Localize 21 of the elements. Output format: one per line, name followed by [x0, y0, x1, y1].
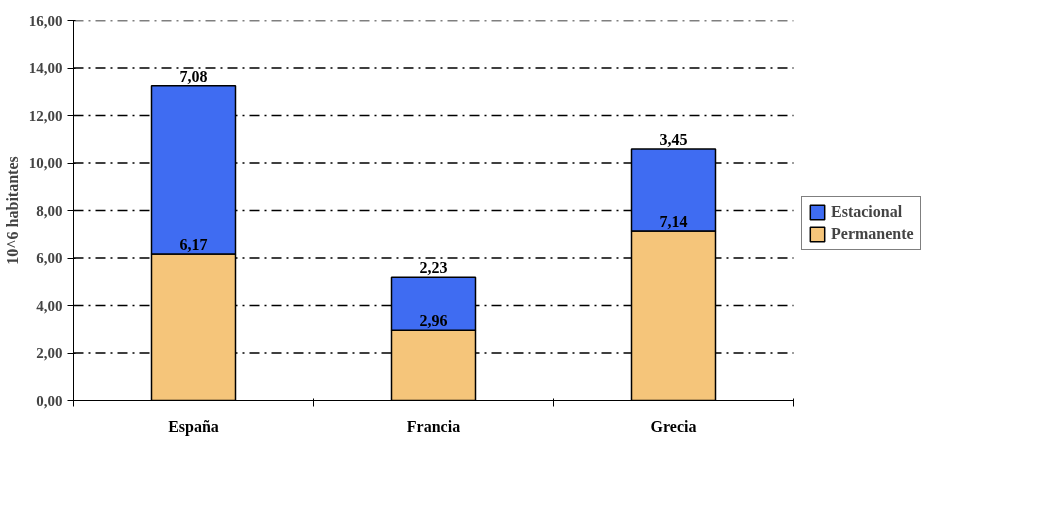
x-tick-label: España	[168, 417, 219, 436]
y-tick-label: 2,00	[36, 345, 63, 361]
x-tick-label: Francia	[406, 417, 461, 435]
y-tick-label: 10,00	[28, 155, 63, 171]
legend-label: Estacional	[831, 203, 903, 221]
y-tick-label: 4,00	[36, 297, 63, 314]
y-tick-label: 8,00	[36, 202, 63, 219]
data-label: 2,23	[419, 259, 448, 277]
data-label: 2,96	[419, 312, 448, 330]
data-label: 3,45	[659, 130, 688, 148]
data-label: 7,14	[659, 212, 688, 230]
legend-label: Permanente	[831, 225, 914, 243]
y-tick-label: 6,00	[36, 250, 63, 266]
y-tick-label: 0,00	[36, 392, 63, 409]
y-tick-label: 16,00	[28, 12, 63, 29]
y-tick-label: 14,00	[28, 60, 63, 76]
y-axis-title: 10^6 habitantes	[3, 156, 21, 265]
x-tick-label: Grecia	[650, 417, 697, 435]
y-tick-label: 12,00	[28, 107, 63, 124]
data-label: 7,08	[179, 67, 208, 85]
data-label: 6,17	[179, 235, 208, 253]
